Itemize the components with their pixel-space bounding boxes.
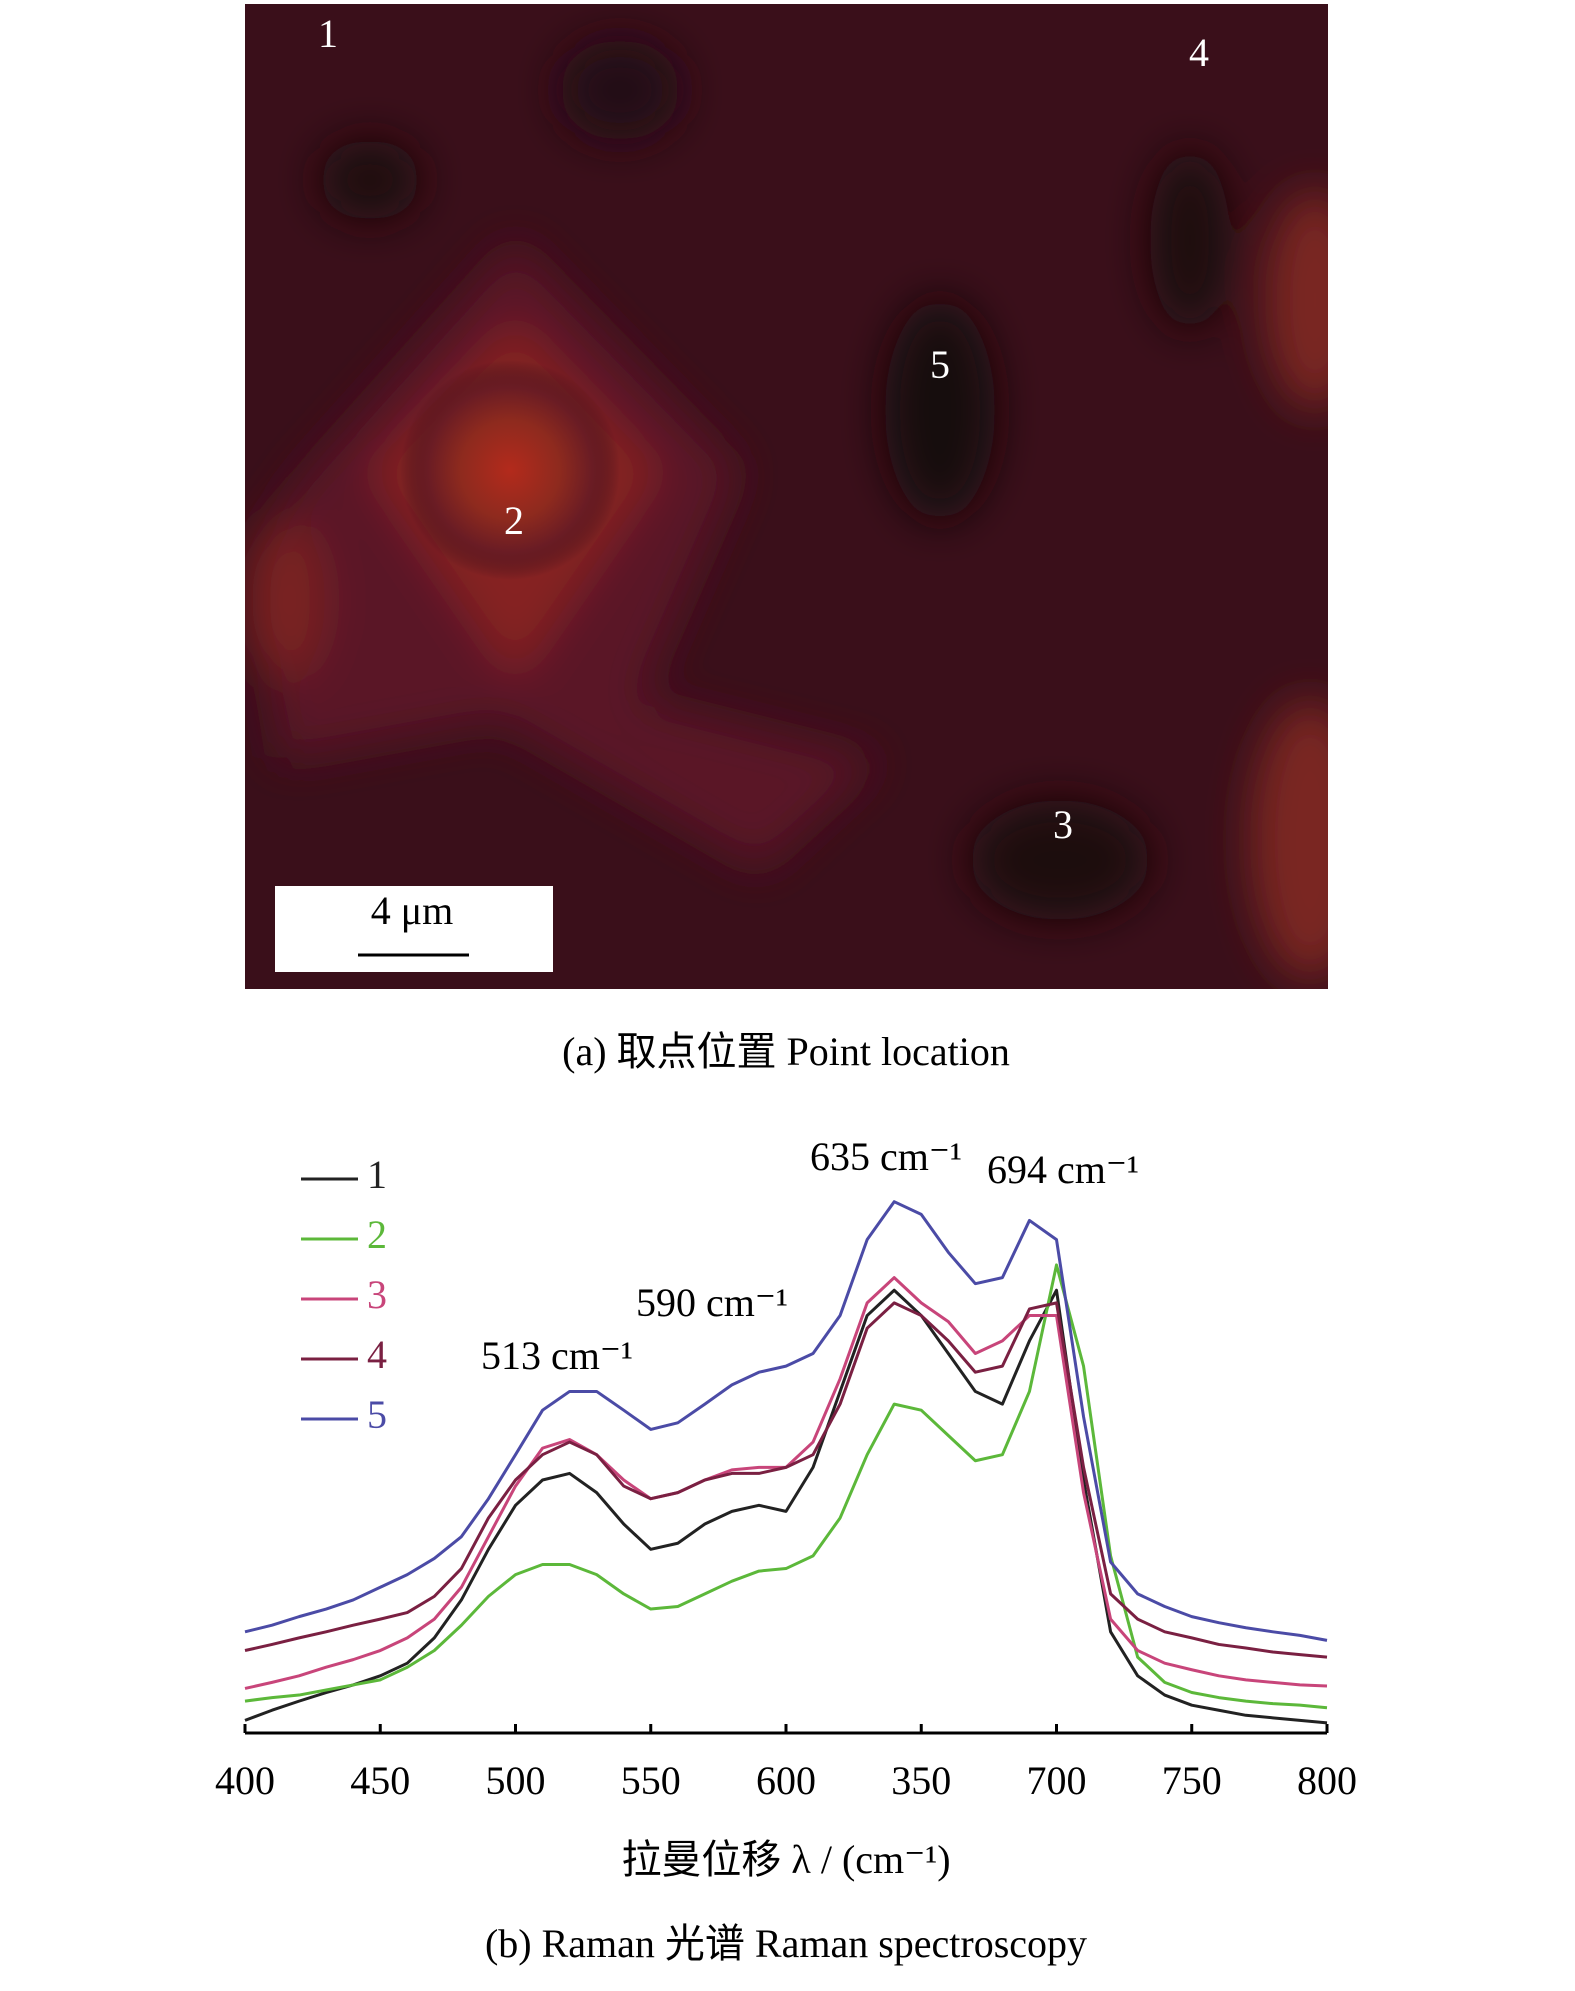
x-axis-title: 拉曼位移 λ / (cm⁻¹) bbox=[621, 1837, 950, 1882]
x-tick-label: 600 bbox=[756, 1758, 816, 1803]
legend-label: 3 bbox=[367, 1272, 387, 1317]
series-line bbox=[244, 1263, 1328, 1710]
series-line bbox=[244, 1288, 1328, 1725]
scale-bar-box bbox=[275, 886, 553, 972]
peak-annotation: 513 cm⁻¹ bbox=[481, 1333, 633, 1378]
point-label: 2 bbox=[504, 498, 524, 543]
x-tick-label: 450 bbox=[350, 1758, 410, 1803]
legend-label: 5 bbox=[367, 1392, 387, 1437]
point-label: 5 bbox=[930, 342, 950, 387]
x-tick-label: 750 bbox=[1162, 1758, 1222, 1803]
point-label: 4 bbox=[1189, 30, 1209, 75]
point-label: 1 bbox=[318, 11, 338, 56]
peak-annotation: 590 cm⁻¹ bbox=[636, 1280, 788, 1325]
x-tick-label: 500 bbox=[486, 1758, 546, 1803]
x-tick-label: 350 bbox=[891, 1758, 951, 1803]
caption-a: (a) 取点位置 Point location bbox=[562, 1029, 1010, 1074]
chart: 400 450 500 550 600 350 700 750 800 拉曼位移 λ / (cm⁻… bbox=[215, 1134, 1357, 1966]
series-line bbox=[244, 1276, 1328, 1690]
x-tick-label: 550 bbox=[621, 1758, 681, 1803]
point-label: 3 bbox=[1053, 802, 1073, 847]
legend-label: 4 bbox=[367, 1332, 387, 1377]
peak-annotation: 635 cm⁻¹ bbox=[810, 1134, 962, 1179]
caption-b: (b) Raman 光谱 Raman spectroscopy bbox=[485, 1921, 1087, 1966]
series-line bbox=[244, 1200, 1328, 1642]
series-line bbox=[244, 1301, 1328, 1659]
legend-label: 1 bbox=[367, 1152, 387, 1197]
x-tick-label: 700 bbox=[1027, 1758, 1087, 1803]
x-tick-label: 400 bbox=[215, 1758, 275, 1803]
heat-map bbox=[245, 4, 1328, 989]
peak-annotation: 694 cm⁻¹ bbox=[987, 1147, 1139, 1192]
x-tick-label: 800 bbox=[1297, 1758, 1357, 1803]
legend-label: 2 bbox=[367, 1212, 387, 1257]
scale-bar-label: 4 μm bbox=[371, 888, 454, 933]
